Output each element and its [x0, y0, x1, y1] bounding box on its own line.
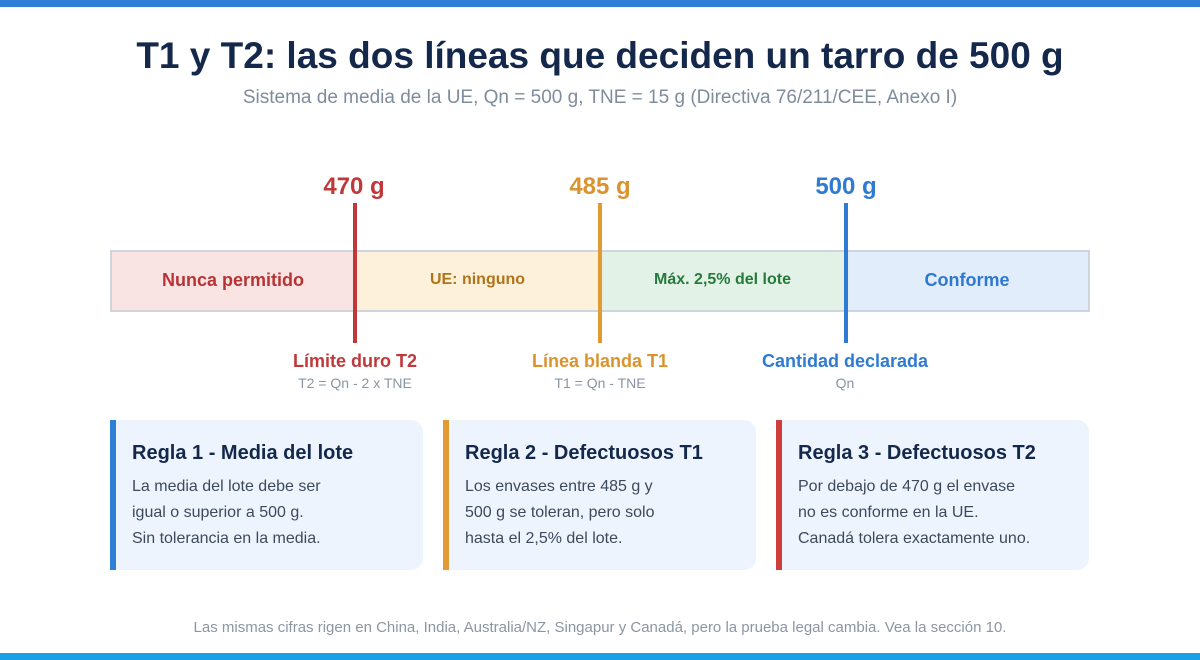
threshold-value-t1: 485 g [569, 173, 631, 200]
bottom-accent-bar [0, 653, 1200, 660]
card-text-line: Por debajo de 470 g el envase [798, 478, 1016, 495]
threshold-formula-t1: T1 = Qn - TNE [554, 375, 646, 391]
card-title: Regla 2 - Defectuosos T1 [465, 442, 703, 464]
zone-max-batch: Máx. 2,5% del lote [600, 250, 845, 310]
threshold-value-t2: 470 g [323, 173, 385, 200]
threshold-line-t1 [598, 203, 602, 343]
card-title: Regla 1 - Media del lote [132, 442, 354, 464]
card-text-line: Sin tolerancia en la media. [132, 530, 321, 547]
zone-label: Máx. 2,5% del lote [654, 271, 791, 288]
top-accent-bar [0, 0, 1200, 7]
footnote: Las mismas cifras rigen en China, India,… [193, 619, 1007, 636]
card-text-line: hasta el 2,5% del lote. [465, 530, 623, 547]
card-accent-stripe [443, 420, 449, 570]
threshold-formula-qn: Qn [835, 375, 855, 391]
threshold-label-t1: Línea blanda T1 [531, 351, 669, 371]
card-accent-stripe [110, 420, 116, 570]
threshold-label-t2: Límite duro T2 [292, 351, 417, 371]
threshold-formula-t2: T2 = Qn - 2 x TNE [298, 375, 412, 391]
zone-never-allowed: Nunca permitido [111, 250, 355, 310]
card-text-line: La media del lote debe ser [132, 478, 321, 495]
threshold-value-qn: 500 g [815, 173, 877, 200]
zone-label: UE: ninguno [429, 271, 526, 288]
card-text-line: no es conforme en la UE. [798, 504, 979, 521]
card-text-line: Canadá tolera exactamente uno. [798, 530, 1031, 547]
rule-card-t1-defectives: Regla 2 - Defectuosos T1 Los envases ent… [443, 420, 756, 570]
card-title: Regla 3 - Defectuosos T2 [798, 442, 1036, 464]
page-title: T1 y T2: las dos líneas que deciden un t… [136, 35, 1064, 76]
rule-card-batch-average: Regla 1 - Media del lote La media del lo… [110, 420, 423, 570]
card-text-line: Los envases entre 485 g y [465, 478, 653, 495]
threshold-line-t2 [353, 203, 357, 343]
zone-label: Nunca permitido [161, 269, 304, 290]
zone-conforming: Conforme [845, 250, 1089, 310]
card-accent-stripe [776, 420, 782, 570]
threshold-label-qn: Cantidad declarada [761, 351, 929, 371]
card-text-line: igual o superior a 500 g. [132, 504, 304, 521]
page-subtitle: Sistema de media de la UE, Qn = 500 g, T… [242, 87, 958, 108]
zone-label: Conforme [924, 269, 1010, 290]
rule-card-t2-defectives: Regla 3 - Defectuosos T2 Por debajo de 4… [776, 420, 1089, 570]
zone-eu-none: UE: ninguno [355, 250, 600, 310]
threshold-line-qn [844, 203, 848, 343]
card-text-line: 500 g se toleran, pero solo [465, 504, 655, 521]
